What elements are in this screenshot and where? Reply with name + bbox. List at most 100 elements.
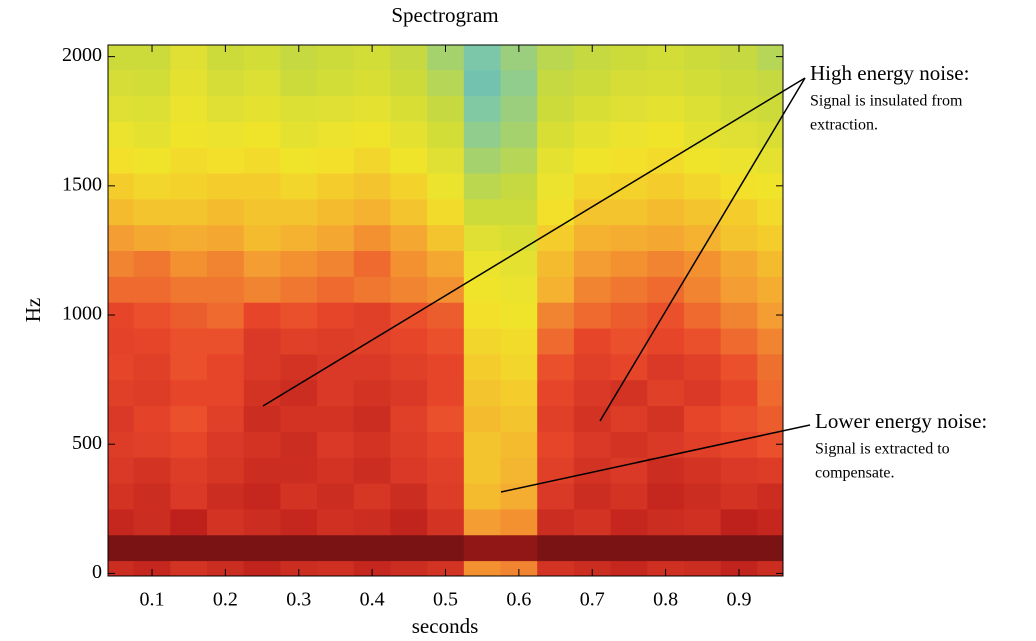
heatmap-cell — [427, 327, 465, 355]
heatmap-cell — [757, 508, 783, 536]
leader-line — [500, 424, 811, 493]
heatmap-cell — [683, 560, 722, 576]
heatmap-cell — [500, 353, 538, 381]
heatmap-cell — [280, 224, 318, 252]
heatmap-cell — [720, 276, 758, 303]
heatmap-cell — [537, 379, 575, 407]
heatmap-cell — [500, 302, 538, 329]
heatmap-cell — [500, 224, 538, 252]
heatmap-cell — [573, 224, 612, 252]
heatmap-cell — [170, 276, 208, 303]
heatmap-cell — [280, 198, 318, 226]
annotation-title: High energy noise: — [810, 61, 969, 85]
annotation-text: extraction. — [810, 117, 878, 134]
heatmap-cell — [683, 69, 722, 96]
heatmap-cell — [170, 431, 208, 458]
heatmap-cell — [170, 405, 208, 432]
heatmap-cell — [647, 198, 685, 226]
heatmap-cell — [610, 250, 648, 277]
heatmap-cell — [720, 482, 758, 510]
heatmap-cell — [133, 121, 171, 148]
heatmap-cell — [353, 353, 392, 381]
y-tick-label: 2000 — [62, 44, 102, 66]
heatmap-cell — [317, 508, 355, 536]
heatmap-cell — [133, 69, 171, 96]
heatmap-cell — [317, 405, 355, 432]
heatmap-cell — [390, 405, 428, 432]
y-tick-label: 500 — [72, 432, 102, 454]
heatmap-cell — [427, 172, 465, 200]
heatmap-cell — [427, 276, 465, 303]
heatmap-cell — [647, 172, 685, 200]
heatmap-cell — [463, 327, 502, 355]
heatmap-cell — [243, 431, 282, 458]
heatmap-cell — [537, 457, 575, 484]
heatmap-cell — [243, 45, 282, 71]
heatmap-cell — [280, 302, 318, 329]
heatmap-cell — [427, 508, 465, 536]
heatmap-cell — [720, 508, 758, 536]
heatmap-cell — [280, 482, 318, 510]
heatmap-cell — [133, 198, 171, 226]
heatmap-cell — [133, 327, 171, 355]
heatmap-cell — [243, 250, 282, 277]
heatmap-cell — [500, 431, 538, 458]
heatmap-cell — [317, 121, 355, 148]
heatmap-cell — [353, 147, 392, 174]
heatmap-cell — [243, 327, 282, 355]
heatmap-cell — [537, 534, 575, 562]
heatmap-cell — [647, 508, 685, 536]
heatmap-cell — [317, 95, 355, 122]
heatmap-cell — [647, 250, 685, 277]
heatmap-cell — [353, 95, 392, 122]
heatmap-cell — [757, 45, 783, 71]
heatmap-cell — [720, 405, 758, 432]
heatmap-cell — [647, 69, 685, 96]
heatmap-cell — [500, 172, 538, 200]
heatmap-cell — [243, 172, 282, 200]
heatmap-cell — [133, 250, 171, 277]
heatmap-cell — [537, 353, 575, 381]
heatmap-cell — [757, 405, 783, 432]
heatmap-cell — [537, 302, 575, 329]
heatmap-cell — [133, 379, 171, 407]
heatmap-cell — [170, 457, 208, 484]
heatmap-cell — [280, 431, 318, 458]
heatmap-cell — [573, 276, 612, 303]
heatmap-cell — [353, 534, 392, 562]
heatmap-cell — [280, 95, 318, 122]
heatmap-cell — [647, 457, 685, 484]
heatmap-cell — [537, 508, 575, 536]
leader-line — [599, 77, 806, 422]
heatmap-cell — [390, 95, 428, 122]
heatmap-cell — [353, 508, 392, 536]
heatmap-cell — [353, 69, 392, 96]
heatmap-cell — [573, 172, 612, 200]
heatmap-cell — [610, 353, 648, 381]
heatmap-cell — [573, 121, 612, 148]
heatmap-cell — [427, 405, 465, 432]
heatmap-cell — [427, 224, 465, 252]
heatmap-cell — [573, 327, 612, 355]
heatmap-cell — [647, 224, 685, 252]
y-tick-label: 1500 — [62, 173, 102, 195]
heatmap-cell — [317, 560, 355, 576]
heatmap-cell — [720, 431, 758, 458]
heatmap-cell — [170, 353, 208, 381]
heatmap-cell — [463, 353, 502, 381]
heatmap-cell — [463, 121, 502, 148]
heatmap-cell — [427, 302, 465, 329]
leader-line — [262, 77, 806, 407]
heatmap-cell — [280, 69, 318, 96]
heatmap-cell — [170, 45, 208, 71]
heatmap-cell — [207, 302, 245, 329]
heatmap-cell — [207, 508, 245, 536]
heatmap-cell — [720, 560, 758, 576]
heatmap-cell — [243, 224, 282, 252]
heatmap-cell — [427, 250, 465, 277]
heatmap-cell — [610, 405, 648, 432]
heatmap-cell — [463, 95, 502, 122]
heatmap-cell — [647, 302, 685, 329]
heatmap-cell — [757, 198, 783, 226]
heatmap-cell — [537, 95, 575, 122]
